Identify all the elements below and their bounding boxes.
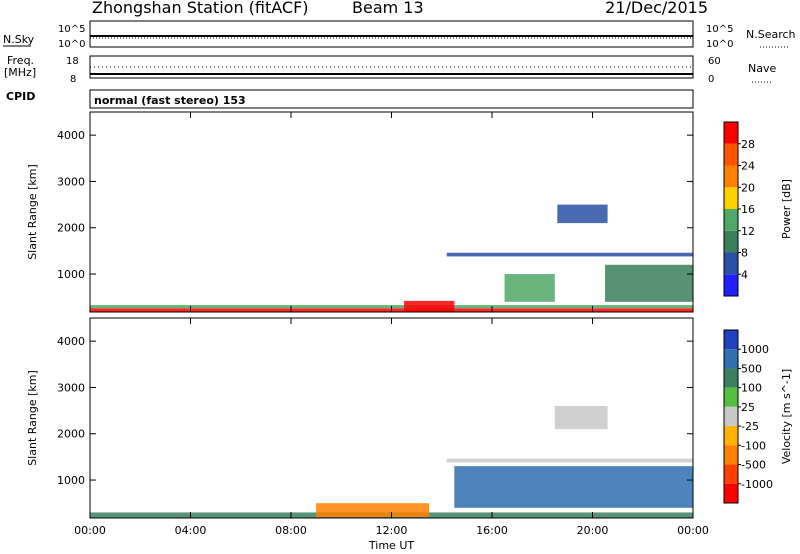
x-tick-label: 12:00 — [376, 524, 408, 537]
data-band-2 — [554, 405, 608, 430]
colorbar-tick-label: 25 — [741, 401, 755, 414]
colorbar-segment — [724, 464, 738, 484]
freq-label: Freq. — [7, 54, 34, 67]
y-tick-label: 4000 — [57, 129, 85, 142]
colorbar-tick-label: -25 — [741, 420, 759, 433]
cpid-strip — [89, 89, 694, 109]
data-band-4 — [557, 204, 608, 224]
colorbar-tick-label: 12 — [741, 225, 755, 238]
colorbar-segment — [724, 445, 738, 465]
y-axis-label: Slant Range [km] — [26, 164, 39, 260]
colorbar-segment — [724, 483, 738, 503]
nsearch-label: N.Search — [746, 28, 796, 41]
x-tick-label: 20:00 — [577, 524, 609, 537]
colorbar-tick-label: -1000 — [741, 478, 773, 491]
freq-unit-label: [MHz] — [4, 66, 36, 79]
y-tick-label: 3000 — [57, 381, 85, 394]
colorbar-segment — [724, 274, 738, 296]
data-band-6 — [605, 264, 693, 302]
x-axis-label: Time UT — [368, 539, 414, 552]
colorbar-tick-label: 1000 — [741, 343, 769, 356]
date-label: 21/Dec/2015 — [605, 0, 708, 17]
nsky-tick-high: 10^5 — [58, 24, 85, 35]
velocity-panel: 1000 2000 3000 4000 00:00 04:00 08:00 12:00 16:0… — [26, 317, 793, 552]
mode-text: normal (fast stereo) 153 — [94, 94, 246, 107]
nsky-tick-low: 10^0 — [58, 39, 85, 50]
colorbar-label: Velocity [m s^-1] — [780, 369, 793, 464]
y-tick-label: 4000 — [57, 335, 85, 348]
data-band-3 — [504, 274, 555, 302]
freq-panel: Freq. [MHz] 18 8 60 0 Nave CPID — [4, 54, 776, 103]
colorbar-segment — [724, 143, 738, 166]
y-tick-label: 1000 — [57, 474, 85, 487]
colorbar-tick-label: 4 — [741, 268, 748, 281]
colorbar-label: Power [dB] — [780, 179, 793, 239]
colorbar-segment — [724, 230, 738, 253]
colorbar-segment — [724, 426, 738, 446]
colorbar-tick-label: 16 — [741, 203, 755, 216]
x-tick-label: 08:00 — [275, 524, 307, 537]
colorbar-segment — [724, 387, 738, 407]
colorbar-segment — [724, 368, 738, 388]
freq-tick-low: 8 — [70, 74, 76, 85]
data-band-2 — [404, 300, 455, 312]
beam-label: Beam 13 — [352, 0, 424, 17]
colorbar-segment — [724, 349, 738, 369]
colorbar-tick-label: 8 — [741, 247, 748, 260]
x-tick-label: 00:00 — [74, 524, 106, 537]
power-panel: 1000 2000 3000 4000 Slant Range [km] 4 8 12 16 20… — [26, 111, 793, 313]
nsearch-tick-low: 10^0 — [706, 39, 733, 50]
colorbar-tick-label: 24 — [741, 160, 755, 173]
top-panel: N.Sky 10^5 10^0 10^5 10^0 N.Search — [3, 20, 796, 50]
data-band-4 — [446, 458, 693, 463]
x-tick-label: 04:00 — [175, 524, 207, 537]
colorbar-frame — [723, 329, 739, 504]
colorbar-tick-label: 28 — [741, 138, 755, 151]
top-panel-frame — [89, 20, 694, 48]
nave-tick-low: 0 — [708, 74, 714, 85]
nave-tick-high: 60 — [708, 56, 721, 67]
colorbar-segment — [724, 209, 738, 231]
colorbar-segment — [724, 252, 738, 275]
colorbar-tick-label: 20 — [741, 181, 755, 194]
x-tick-label: 00:00 — [677, 524, 709, 537]
data-band-3 — [454, 466, 693, 508]
data-band-5 — [446, 252, 693, 257]
y-tick-label: 1000 — [57, 268, 85, 281]
nsky-label: N.Sky — [3, 33, 35, 46]
y-axis-label: Slant Range [km] — [26, 370, 39, 466]
y-tick-label: 2000 — [57, 222, 85, 235]
colorbar-tick-label: 100 — [741, 382, 762, 395]
station-title: Zhongshan Station (fitACF) — [92, 0, 309, 17]
data-band-1 — [316, 503, 430, 518]
colorbar-segment — [724, 122, 738, 144]
colorbar-segment — [724, 406, 738, 427]
y-tick-label: 3000 — [57, 175, 85, 188]
colorbar-segment — [724, 187, 738, 209]
cpid-label: CPID — [6, 90, 35, 103]
colorbar-segment — [724, 330, 738, 350]
freq-tick-high: 18 — [66, 56, 79, 67]
nsearch-tick-high: 10^5 — [706, 24, 733, 35]
x-tick-label: 16:00 — [476, 524, 508, 537]
nave-label: Nave — [748, 62, 776, 75]
colorbar-segment — [724, 165, 738, 188]
colorbar-tick-label: 500 — [741, 362, 762, 375]
colorbar-tick-label: -500 — [741, 459, 766, 472]
colorbar-tick-label: -100 — [741, 439, 766, 452]
y-tick-label: 2000 — [57, 428, 85, 441]
